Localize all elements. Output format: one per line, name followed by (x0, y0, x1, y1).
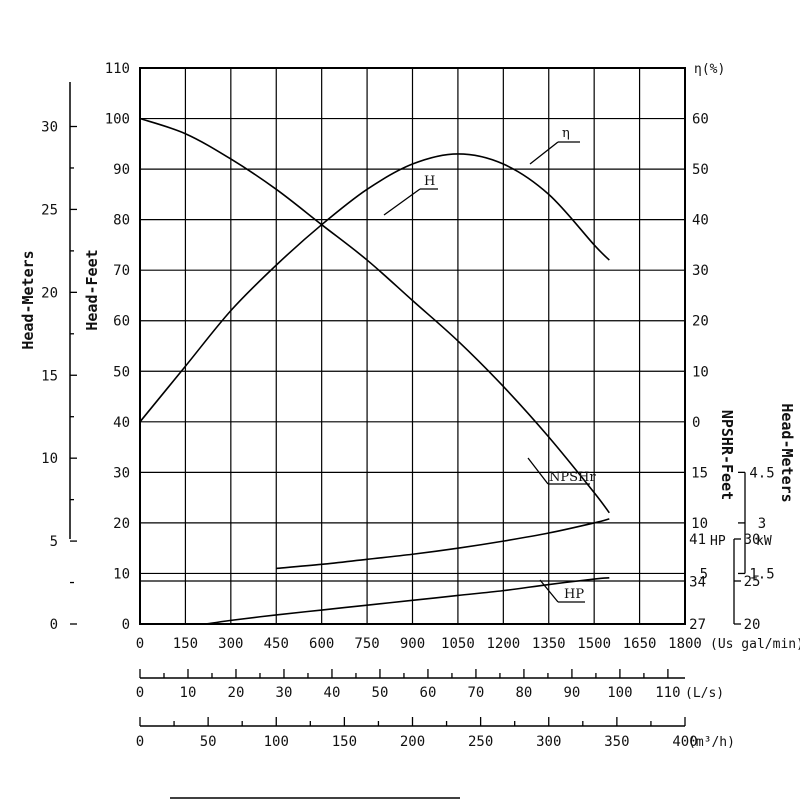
head-feet-tick-label: 80 (113, 213, 130, 229)
npshr-curve (276, 518, 610, 570)
ls-tick-label: 40 (324, 685, 341, 701)
eta-curve-label: η (529, 126, 580, 165)
head-feet-tick-label: 100 (105, 112, 130, 128)
kw-unit-label: kW (756, 534, 772, 549)
gpm-tick-label: 750 (354, 636, 379, 652)
ls-tick-label: 100 (607, 685, 632, 701)
gpm-tick-label: 1650 (623, 636, 657, 652)
npshr-feet-axis-label: NPSHR-Feet (718, 410, 736, 500)
ls-tick-label: 60 (420, 685, 437, 701)
npshr-meters-tick-label: 4.5 (749, 465, 774, 481)
kw-tick-label: 25 (744, 574, 761, 590)
efficiency-tick-label: 20 (692, 314, 709, 330)
head-feet-tick-label: 10 (113, 566, 130, 582)
tick-labels: 0102030405060708090100110051015202530010… (41, 61, 775, 750)
efficiency-tick-label: 30 (692, 263, 709, 279)
gpm-tick-label: 150 (173, 636, 198, 652)
head-meters-tick-label: 25 (41, 202, 58, 218)
gpm-unit-label: (Us gal/min) (710, 637, 800, 652)
head-feet-tick-label: 90 (113, 162, 130, 178)
m3h-tick-label: 50 (200, 734, 217, 750)
h-label-text: H (424, 174, 435, 189)
h-curve-label: H (383, 174, 438, 216)
efficiency-tick-label: 0 (692, 415, 700, 431)
efficiency-curve (139, 153, 610, 423)
efficiency-tick-label: 60 (692, 112, 709, 128)
hp-tick-label: 27 (689, 617, 706, 633)
head-feet-tick-label: 40 (113, 415, 130, 431)
head-feet-axis-label: Head-Feet (83, 249, 101, 330)
m3h-tick-label: 150 (332, 734, 357, 750)
m3h-unit-label: (m³/h) (688, 735, 735, 750)
head-feet-tick-label: 30 (113, 465, 130, 481)
hp-unit-label: HP (710, 534, 726, 549)
npshr-curve-label: NPSHr (527, 457, 596, 485)
kw-tick-label: 30 (744, 532, 761, 548)
ls-tick-label: 50 (372, 685, 389, 701)
ls-tick-label: 80 (516, 685, 533, 701)
m3h-tick-label: 100 (264, 734, 289, 750)
ls-tick-label: 20 (228, 685, 245, 701)
grid-lines (140, 68, 685, 625)
head-feet-tick-label: 50 (113, 364, 130, 380)
npshr-meters-axis-label: Head-Meters (778, 403, 796, 502)
head-feet-tick-label: 70 (113, 263, 130, 279)
hp-curve-label: HP (539, 579, 585, 603)
npshr-meters-tick-label: 1.5 (749, 566, 774, 582)
efficiency-tick-label: 10 (692, 364, 709, 380)
gpm-tick-label: 1800 (668, 636, 702, 652)
ls-tick-label: 110 (655, 685, 680, 701)
gpm-tick-label: 450 (264, 636, 289, 652)
gpm-tick-label: 600 (309, 636, 334, 652)
head-feet-tick-label: 110 (105, 61, 130, 77)
curves (139, 117, 610, 625)
gpm-tick-label: 1350 (532, 636, 566, 652)
gpm-tick-label: 1500 (577, 636, 611, 652)
hp-curve (206, 577, 610, 625)
m3h-tick-label: 200 (400, 734, 425, 750)
hp-tick-label: 41 (689, 532, 706, 548)
head-meters-axis-label: Head-Meters (19, 250, 37, 349)
ls-tick-label: 0 (136, 685, 144, 701)
efficiency-tick-label: 50 (692, 162, 709, 178)
m3h-tick-label: 300 (536, 734, 561, 750)
npshr-feet-tick-label: 5 (700, 566, 708, 582)
npshr-label-text: NPSHr (549, 470, 596, 485)
head-meters-tick-label: 10 (41, 451, 58, 467)
m3h-tick-label: 350 (604, 734, 629, 750)
npshr-feet-tick-label: 10 (691, 516, 708, 532)
head-feet-tick-label: 20 (113, 516, 130, 532)
hp-label-text: HP (564, 587, 584, 602)
gpm-tick-label: 1050 (441, 636, 475, 652)
ls-tick-label: 10 (180, 685, 197, 701)
kw-tick-label: 20 (744, 617, 761, 633)
head-feet-tick-label: 60 (113, 314, 130, 330)
npshr-feet-tick-label: 15 (691, 465, 708, 481)
gpm-tick-label: 1200 (486, 636, 520, 652)
efficiency-axis-label: η(%) (694, 62, 725, 77)
head-meters-tick-label: 15 (41, 368, 58, 384)
gpm-tick-label: 0 (136, 636, 144, 652)
eta-label-text: η (562, 126, 570, 141)
h-curve (139, 117, 610, 514)
axes (69, 82, 746, 727)
gpm-tick-label: 300 (218, 636, 243, 652)
m3h-tick-label: 400 (672, 734, 697, 750)
npshr-meters-tick-label: 3 (758, 516, 766, 532)
m3h-tick-label: 250 (468, 734, 493, 750)
head-meters-tick-label: 30 (41, 120, 58, 136)
ls-tick-label: 90 (563, 685, 580, 701)
head-meters-tick-label: 20 (41, 285, 58, 301)
head-feet-tick-label: 0 (122, 617, 130, 633)
head-meters-tick-label: 5 (50, 534, 58, 550)
ls-tick-label: 70 (468, 685, 485, 701)
ls-tick-label: 30 (276, 685, 293, 701)
efficiency-tick-label: 40 (692, 213, 709, 229)
hp-tick-label: 34 (689, 575, 706, 591)
m3h-tick-label: 0 (136, 734, 144, 750)
head-meters-tick-label: 0 (50, 617, 58, 633)
ls-unit-label: (L/s) (685, 686, 724, 701)
gpm-tick-label: 900 (400, 636, 425, 652)
